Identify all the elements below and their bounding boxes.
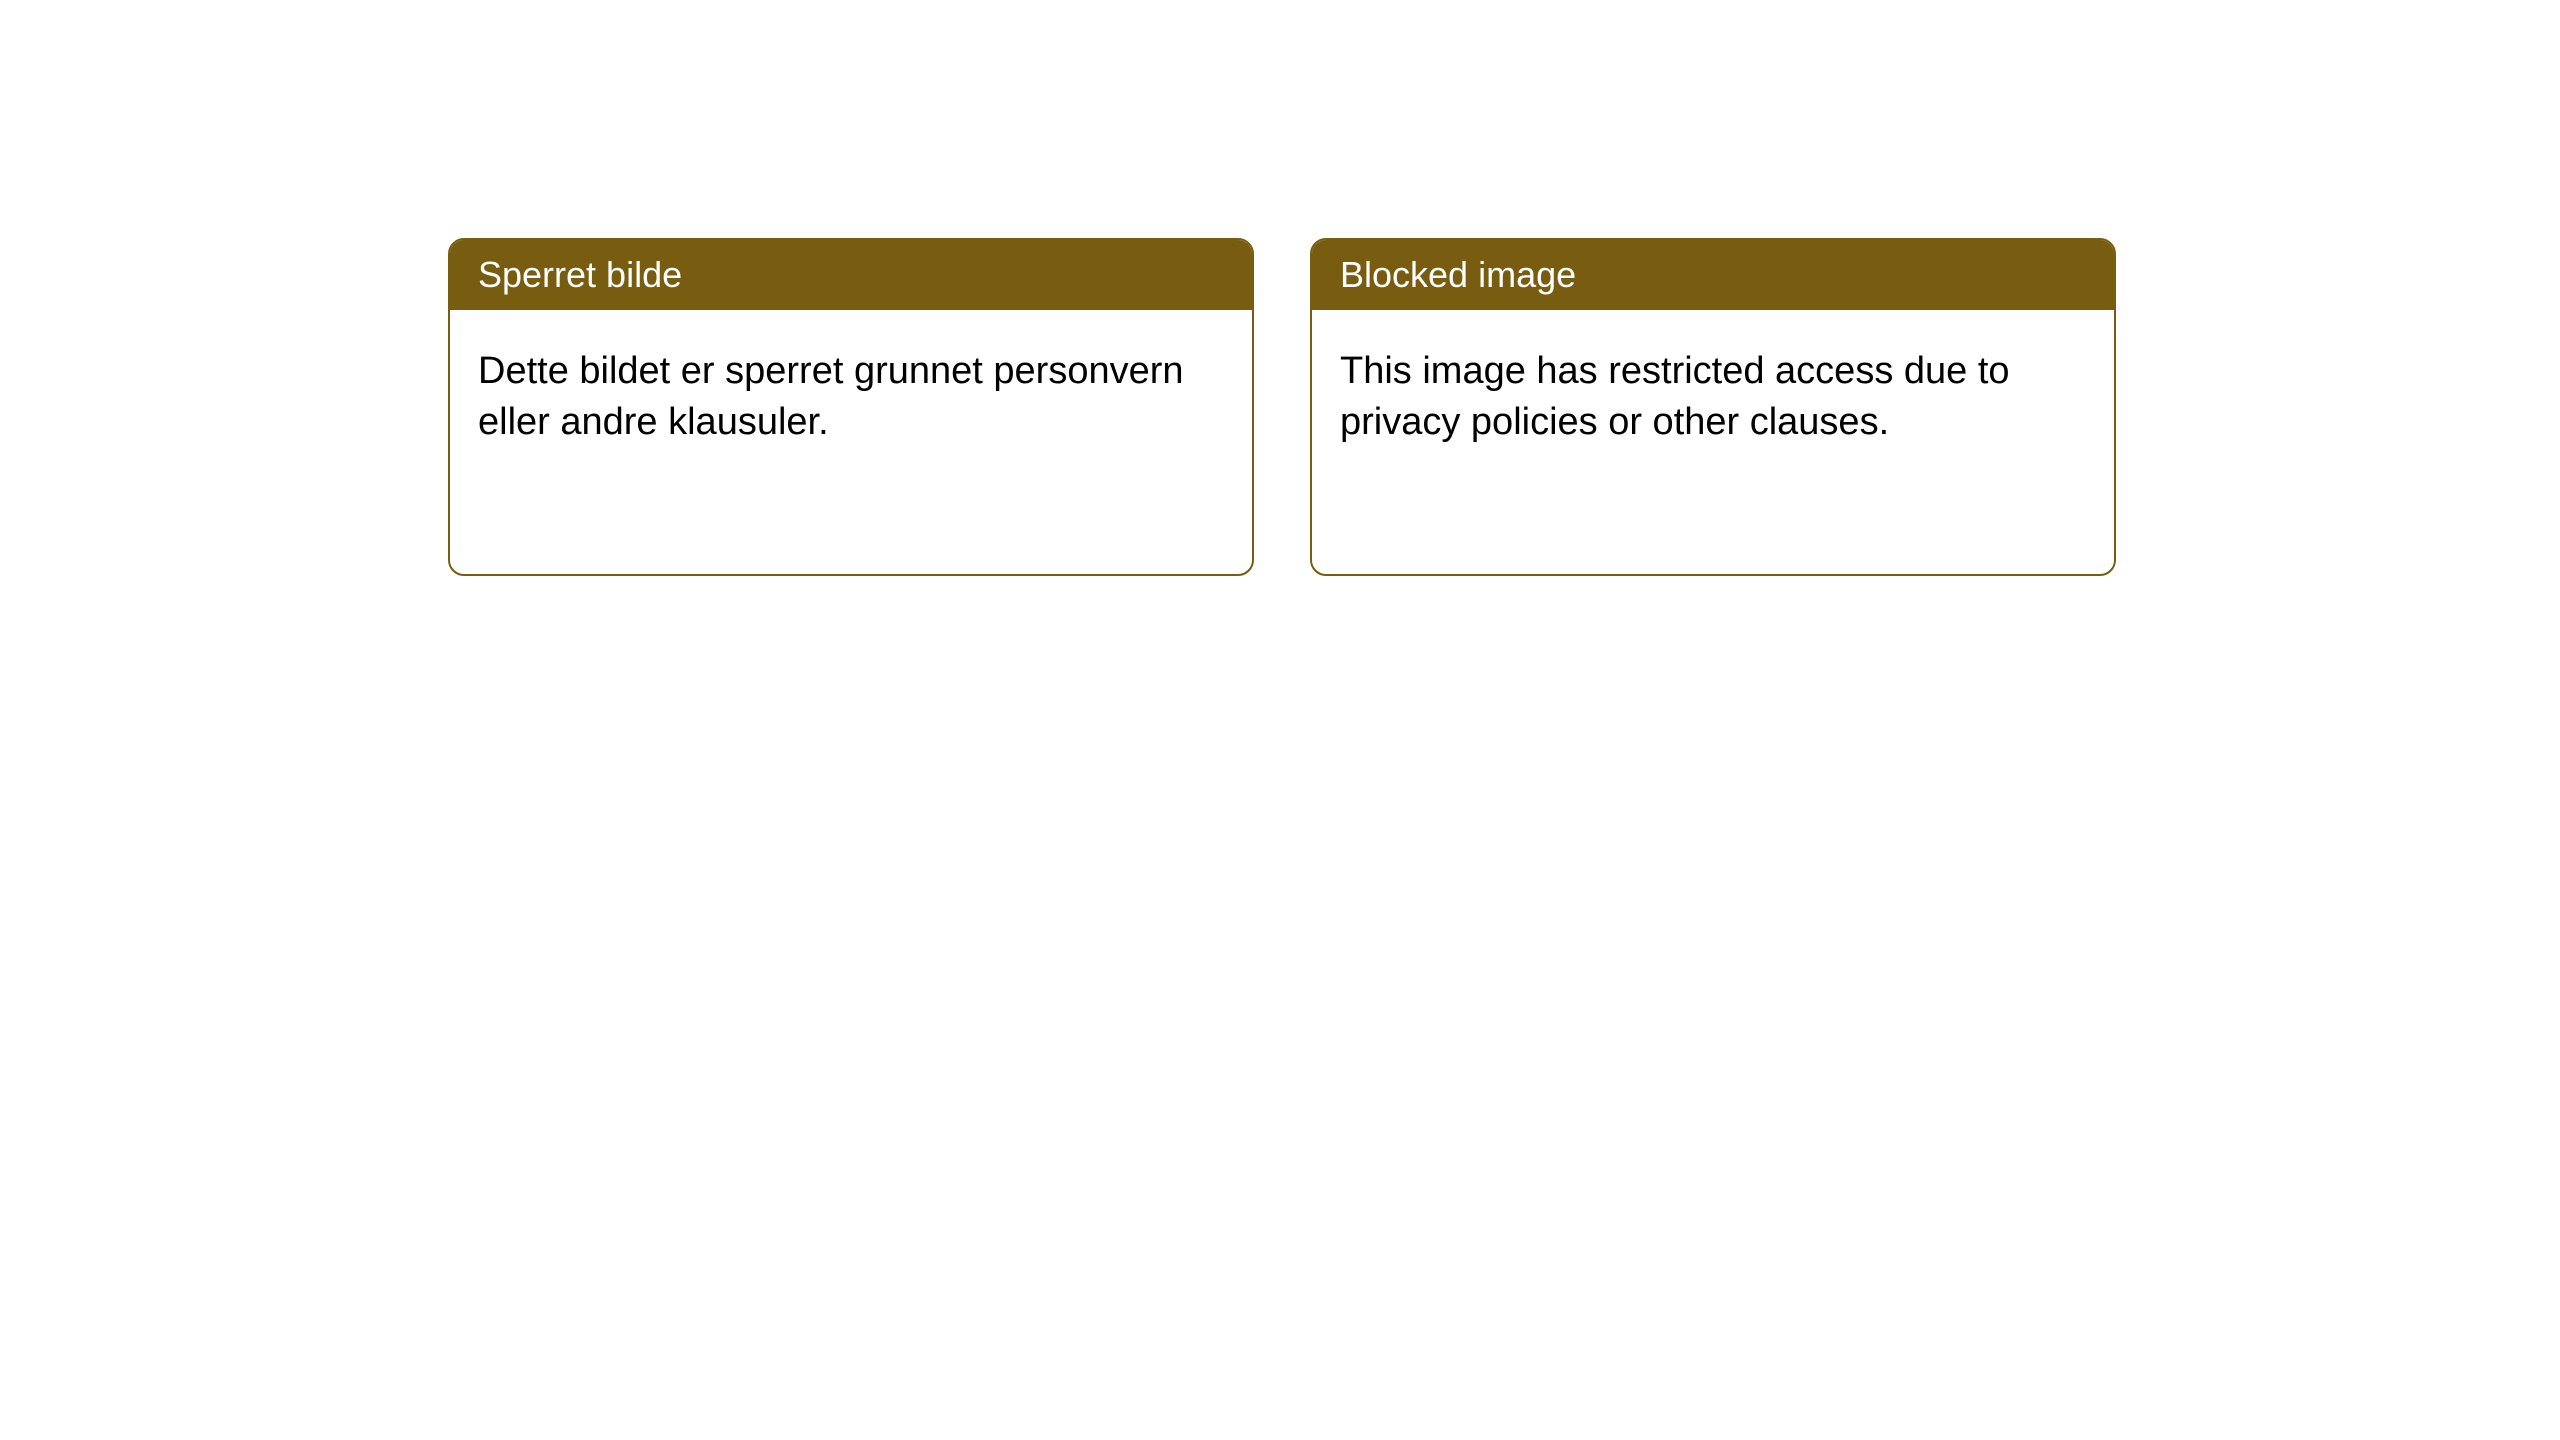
notice-body: This image has restricted access due to … — [1312, 310, 2114, 485]
notice-body: Dette bildet er sperret grunnet personve… — [450, 310, 1252, 485]
notice-card-norwegian: Sperret bilde Dette bildet er sperret gr… — [448, 238, 1254, 576]
notice-container: Sperret bilde Dette bildet er sperret gr… — [448, 238, 2116, 576]
notice-card-english: Blocked image This image has restricted … — [1310, 238, 2116, 576]
notice-header: Sperret bilde — [450, 240, 1252, 310]
notice-text: Dette bildet er sperret grunnet personve… — [478, 350, 1184, 443]
notice-header: Blocked image — [1312, 240, 2114, 310]
notice-title: Blocked image — [1340, 254, 1576, 295]
notice-title: Sperret bilde — [478, 254, 682, 295]
notice-text: This image has restricted access due to … — [1340, 350, 2010, 443]
